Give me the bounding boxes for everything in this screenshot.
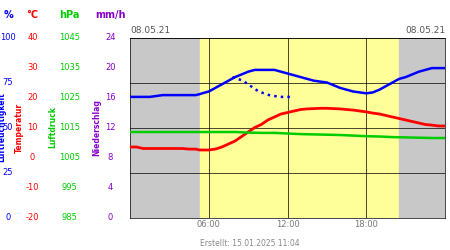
Text: %: % — [3, 10, 13, 20]
Text: 1035: 1035 — [59, 63, 80, 72]
Text: Niederschlag: Niederschlag — [93, 99, 102, 156]
Text: 10: 10 — [27, 123, 38, 132]
Text: 1005: 1005 — [59, 153, 80, 162]
Text: 100: 100 — [0, 33, 16, 42]
Text: 40: 40 — [27, 33, 38, 42]
Text: 985: 985 — [62, 213, 78, 222]
Text: 1015: 1015 — [59, 123, 80, 132]
Text: 24: 24 — [105, 33, 116, 42]
Text: -20: -20 — [26, 213, 39, 222]
Text: 25: 25 — [3, 168, 14, 177]
Bar — [399, 38, 445, 218]
Bar — [200, 38, 399, 218]
Text: 1025: 1025 — [59, 93, 80, 102]
Text: 20: 20 — [27, 93, 38, 102]
Text: 0: 0 — [5, 213, 11, 222]
Text: 08.05.21: 08.05.21 — [130, 26, 170, 35]
Text: 16: 16 — [105, 93, 116, 102]
Text: 08.05.21: 08.05.21 — [405, 26, 445, 35]
Text: Luftfeuchtigkeit: Luftfeuchtigkeit — [0, 92, 6, 162]
Text: 1045: 1045 — [59, 33, 80, 42]
Text: 75: 75 — [3, 78, 14, 87]
Bar — [130, 38, 200, 218]
Text: 30: 30 — [27, 63, 38, 72]
Text: 12: 12 — [105, 123, 116, 132]
Text: 0: 0 — [30, 153, 35, 162]
Text: mm/h: mm/h — [95, 10, 126, 20]
Text: 8: 8 — [108, 153, 113, 162]
Text: -10: -10 — [26, 183, 39, 192]
Text: 20: 20 — [105, 63, 116, 72]
Text: °C: °C — [27, 10, 38, 20]
Text: Temperatur: Temperatur — [15, 102, 24, 152]
Text: 995: 995 — [62, 183, 77, 192]
Text: 50: 50 — [3, 123, 14, 132]
Text: Luftdruck: Luftdruck — [49, 106, 58, 148]
Text: hPa: hPa — [59, 10, 80, 20]
Text: 4: 4 — [108, 183, 113, 192]
Text: 0: 0 — [108, 213, 113, 222]
Text: Erstellt: 15.01.2025 11:04: Erstellt: 15.01.2025 11:04 — [200, 238, 300, 248]
